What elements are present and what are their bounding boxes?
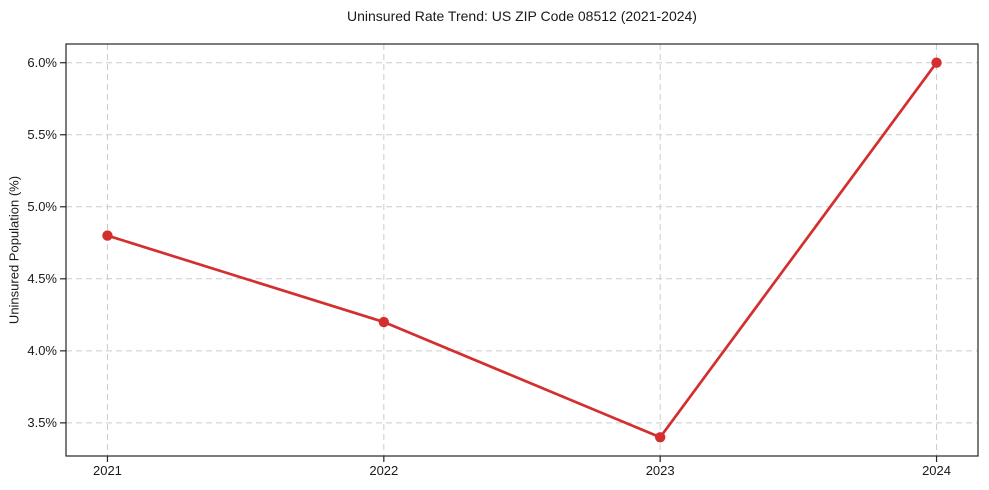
x-tick-label: 2021 [92, 463, 122, 478]
plot-border [65, 43, 979, 457]
x-tick-label: 2023 [645, 463, 675, 478]
y-tick-label: 5.5% [27, 126, 57, 142]
y-tick-label: 5.0% [27, 198, 57, 214]
chart-title: Uninsured Rate Trend: US ZIP Code 08512 … [347, 8, 697, 24]
data-point-marker [102, 230, 113, 241]
data-point-marker [378, 316, 390, 328]
data-point-marker [931, 57, 942, 68]
trend-line [106, 61, 938, 439]
x-tick-label: 2024 [922, 463, 951, 478]
x-tick-label: 2022 [369, 463, 399, 478]
y-tick-label: 6.0% [27, 54, 57, 70]
y-tick-label: 4.5% [27, 270, 57, 286]
data-point-marker [654, 432, 666, 443]
y-tick-label: 3.5% [27, 414, 57, 430]
y-tick-label: 4.0% [27, 342, 57, 358]
